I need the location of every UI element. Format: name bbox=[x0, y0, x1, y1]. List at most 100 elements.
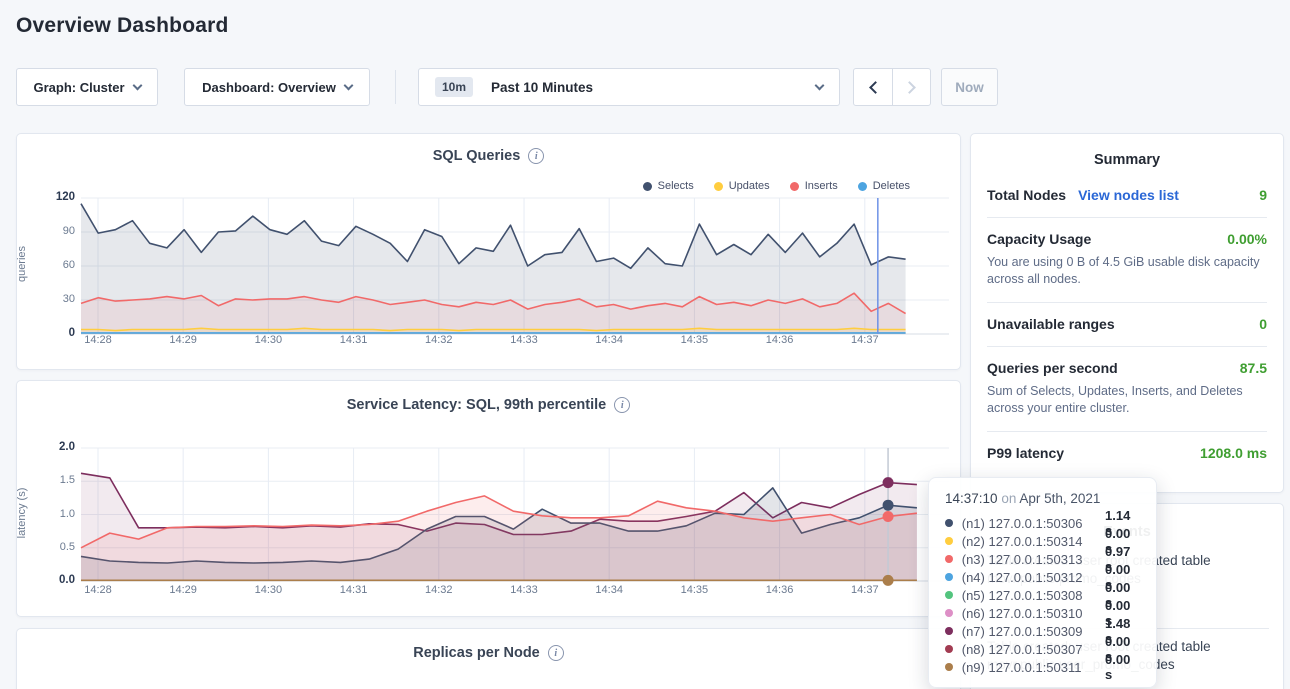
y-axis-tick: 0.0 bbox=[37, 574, 75, 586]
x-axis-tick: 14:28 bbox=[75, 334, 121, 346]
tooltip-node-label: (n9) 127.0.0.1:50311 bbox=[962, 660, 1105, 675]
x-axis-tick: 14:31 bbox=[331, 584, 377, 596]
x-axis-tick: 14:31 bbox=[331, 334, 377, 346]
summary-row-capacity-usage: Capacity Usage 0.00% You are using 0 B o… bbox=[987, 218, 1267, 303]
chevron-right-icon bbox=[903, 81, 916, 94]
y-axis-tick: 2.0 bbox=[37, 441, 75, 453]
hover-point-dot bbox=[883, 477, 894, 488]
time-range-badge: 10m bbox=[435, 77, 473, 97]
tooltip-node-rows: (n1) 127.0.0.1:503061.14 s(n2) 127.0.0.1… bbox=[945, 514, 1140, 676]
x-axis-tick: 14:32 bbox=[416, 334, 462, 346]
prev-time-button[interactable] bbox=[854, 69, 892, 105]
tooltip-row: (n9) 127.0.0.1:503110.00 s bbox=[945, 658, 1140, 676]
node-dot-icon bbox=[945, 573, 953, 581]
tooltip-node-label: (n3) 127.0.0.1:50313 bbox=[962, 552, 1105, 567]
info-icon[interactable]: i bbox=[548, 645, 564, 661]
node-dot-icon bbox=[945, 519, 953, 527]
tooltip-on: on bbox=[1001, 491, 1016, 506]
queries-per-second-caption: Sum of Selects, Updates, Inserts, and De… bbox=[987, 383, 1267, 417]
sql-queries-chart[interactable]: 120906030014:2814:2914:3014:3114:3214:33… bbox=[17, 134, 962, 371]
time-range-label: Past 10 Minutes bbox=[491, 80, 593, 95]
summary-row-p99-latency: P99 latency 1208.0 ms bbox=[987, 432, 1267, 475]
page-title: Overview Dashboard bbox=[16, 14, 229, 38]
node-dot-icon bbox=[945, 555, 953, 563]
tooltip-node-label: (n6) 127.0.0.1:50310 bbox=[962, 606, 1105, 621]
x-axis-tick: 14:30 bbox=[245, 584, 291, 596]
tooltip-timestamp: 14:37:10 on Apr 5th, 2021 bbox=[945, 491, 1140, 506]
dashboard-dropdown[interactable]: Dashboard: Overview bbox=[184, 68, 370, 106]
y-axis-tick: 0.5 bbox=[37, 541, 75, 553]
x-axis-tick: 14:29 bbox=[160, 584, 206, 596]
p99-latency-value: 1208.0 ms bbox=[1200, 445, 1267, 461]
summary-row-total-nodes: Total Nodes View nodes list 9 bbox=[987, 174, 1267, 218]
toolbar-divider bbox=[395, 70, 396, 104]
overview-dashboard-page: Overview Dashboard Graph: Cluster Dashbo… bbox=[0, 0, 1290, 689]
view-nodes-list-link[interactable]: View nodes list bbox=[1078, 187, 1179, 203]
chevron-down-icon bbox=[815, 80, 825, 90]
time-range-picker[interactable]: 10m Past 10 Minutes bbox=[418, 68, 840, 106]
service-latency-card: Service Latency: SQL, 99th percentile i … bbox=[16, 380, 961, 617]
service-latency-chart[interactable]: 2.01.51.00.50.014:2814:2914:3014:3114:32… bbox=[17, 381, 962, 618]
tooltip-node-label: (n1) 127.0.0.1:50306 bbox=[962, 516, 1105, 531]
sql-queries-card: SQL Queries i SelectsUpdatesInsertsDelet… bbox=[16, 133, 961, 370]
tooltip-date: Apr 5th, 2021 bbox=[1019, 491, 1100, 506]
x-axis-tick: 14:32 bbox=[416, 584, 462, 596]
y-axis-tick: 0 bbox=[37, 327, 75, 339]
hover-point-dot bbox=[883, 500, 894, 511]
y-axis-tick: 30 bbox=[37, 293, 75, 305]
y-axis-tick: 120 bbox=[37, 191, 75, 203]
x-axis-tick: 14:35 bbox=[671, 334, 717, 346]
x-axis-tick: 14:34 bbox=[586, 334, 632, 346]
x-axis-tick: 14:30 bbox=[245, 334, 291, 346]
x-axis-tick: 14:33 bbox=[501, 334, 547, 346]
summary-title: Summary bbox=[971, 134, 1283, 168]
tooltip-node-label: (n7) 127.0.0.1:50309 bbox=[962, 624, 1105, 639]
summary-row-unavailable-ranges: Unavailable ranges 0 bbox=[987, 303, 1267, 347]
chevron-down-icon bbox=[132, 80, 142, 90]
queries-per-second-label: Queries per second bbox=[987, 360, 1118, 376]
tooltip-node-label: (n2) 127.0.0.1:50314 bbox=[962, 534, 1105, 549]
tooltip-node-label: (n4) 127.0.0.1:50312 bbox=[962, 570, 1105, 585]
x-axis-tick: 14:37 bbox=[842, 334, 888, 346]
total-nodes-value: 9 bbox=[1259, 187, 1267, 203]
node-dot-icon bbox=[945, 537, 953, 545]
capacity-usage-value: 0.00% bbox=[1227, 231, 1267, 247]
x-axis-tick: 14:34 bbox=[586, 584, 632, 596]
tooltip-node-value: 0.00 s bbox=[1105, 652, 1140, 682]
chart-plot-area[interactable] bbox=[81, 448, 949, 581]
capacity-usage-caption: You are using 0 B of 4.5 GiB usable disk… bbox=[987, 254, 1267, 288]
replicas-per-node-card: Replicas per Node i bbox=[16, 628, 961, 689]
x-axis-tick: 14:33 bbox=[501, 584, 547, 596]
now-button[interactable]: Now bbox=[941, 68, 998, 106]
y-axis-tick: 60 bbox=[37, 259, 75, 271]
node-dot-icon bbox=[945, 627, 953, 635]
x-axis-tick: 14:35 bbox=[671, 584, 717, 596]
summary-card: Summary Total Nodes View nodes list 9 Ca… bbox=[970, 133, 1284, 493]
node-dot-icon bbox=[945, 591, 953, 599]
total-nodes-label: Total Nodes bbox=[987, 187, 1066, 203]
x-axis-tick: 14:29 bbox=[160, 334, 206, 346]
tooltip-node-label: (n5) 127.0.0.1:50308 bbox=[962, 588, 1105, 603]
y-axis-unit-label: queries bbox=[16, 199, 28, 329]
capacity-usage-label: Capacity Usage bbox=[987, 231, 1091, 247]
tooltip-time: 14:37:10 bbox=[945, 491, 998, 506]
graph-dropdown[interactable]: Graph: Cluster bbox=[16, 68, 158, 106]
x-axis-tick: 14:28 bbox=[75, 584, 121, 596]
node-dot-icon bbox=[945, 663, 953, 671]
unavailable-ranges-value: 0 bbox=[1259, 316, 1267, 332]
chevron-down-icon bbox=[343, 80, 353, 90]
chart-plot-area[interactable] bbox=[81, 198, 949, 334]
x-axis-tick: 14:37 bbox=[842, 584, 888, 596]
replicas-per-node-title: Replicas per Node i bbox=[17, 645, 960, 661]
graph-dropdown-label: Graph: Cluster bbox=[33, 80, 124, 95]
y-axis-tick: 1.5 bbox=[37, 474, 75, 486]
chart-hover-tooltip: 14:37:10 on Apr 5th, 2021 (n1) 127.0.0.1… bbox=[928, 477, 1157, 688]
dashboard-dropdown-label: Dashboard: Overview bbox=[202, 80, 336, 95]
x-axis-tick: 14:36 bbox=[757, 584, 803, 596]
queries-per-second-value: 87.5 bbox=[1240, 360, 1267, 376]
x-axis-tick: 14:36 bbox=[757, 334, 803, 346]
chevron-left-icon bbox=[869, 81, 882, 94]
summary-row-queries-per-second: Queries per second 87.5 Sum of Selects, … bbox=[987, 347, 1267, 432]
next-time-button[interactable] bbox=[892, 69, 930, 105]
replicas-per-node-title-text: Replicas per Node bbox=[413, 645, 540, 661]
